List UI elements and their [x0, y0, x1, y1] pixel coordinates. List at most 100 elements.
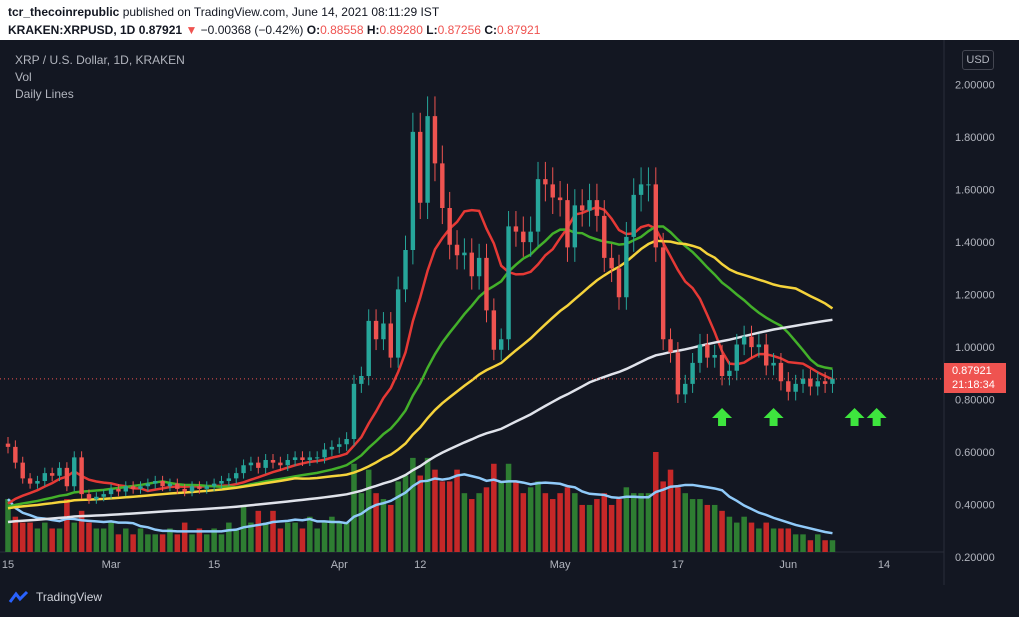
volume-bar [218, 534, 225, 552]
tradingview-logo[interactable]: TradingView [8, 590, 102, 604]
volume-bar [557, 493, 563, 552]
y-tick-label: 1.20000 [955, 290, 995, 302]
volume-bar [800, 534, 806, 552]
x-tick-label: Mar [102, 559, 121, 571]
candle [337, 444, 342, 447]
legend-vol[interactable]: Vol [15, 70, 32, 84]
candle [160, 481, 165, 487]
volume-bar [152, 534, 158, 552]
price-scale[interactable] [944, 40, 1019, 585]
x-tick-label: Apr [331, 559, 348, 571]
volume-bar [704, 504, 711, 552]
candle [727, 370, 732, 376]
volume-bar [829, 540, 836, 552]
ma20-line [7, 205, 833, 505]
y-tick-label: 1.60000 [955, 185, 995, 197]
close-value: 0.87921 [496, 23, 541, 37]
volume-bar [608, 504, 615, 552]
candle [263, 460, 268, 468]
volume-bar [792, 534, 799, 552]
ma100-line [7, 239, 834, 510]
x-tick-label: 15 [2, 559, 14, 571]
candle [484, 257, 489, 311]
volume-bar [667, 469, 674, 552]
candle [300, 457, 305, 460]
candle [432, 116, 438, 164]
candle [594, 200, 600, 216]
volume-bar [27, 522, 33, 552]
legend-daily-lines[interactable]: Daily Lines [15, 87, 74, 101]
volume-bar [491, 463, 497, 552]
footer-bar [0, 585, 1019, 617]
volume-bar [741, 516, 747, 552]
y-tick-label: 0.40000 [955, 500, 995, 512]
volume-bar [469, 499, 475, 552]
currency-button[interactable]: USD [962, 50, 994, 70]
y-tick-label: 0.60000 [955, 447, 995, 459]
volume-bar [697, 499, 703, 552]
volume-bar [277, 528, 284, 552]
volume-bar [373, 493, 379, 552]
volume-bar [682, 493, 689, 552]
candle [344, 439, 349, 445]
volume-bar [343, 522, 350, 552]
price-chart[interactable]: 0.20000 0.40000 0.60000 0.80000 1.00000 1.200… [0, 40, 1019, 585]
volume-bar [189, 534, 195, 552]
candle [197, 486, 202, 489]
candle [499, 339, 504, 350]
candle [749, 336, 754, 348]
candle [381, 323, 386, 340]
volume-bar [660, 481, 666, 552]
candle [719, 355, 725, 376]
publisher-name[interactable]: tcr_thecoinrepublic [8, 5, 120, 19]
up-arrow-icon [763, 408, 784, 426]
x-tick-label: 15 [208, 559, 220, 571]
volume-bar [42, 522, 48, 552]
volume-bar [167, 528, 173, 552]
volume-bar [123, 528, 129, 552]
candle [233, 473, 239, 479]
candle [211, 483, 217, 487]
volume-bar [586, 504, 593, 552]
candle [219, 481, 224, 484]
volume-bar [137, 528, 144, 552]
candle [351, 383, 357, 439]
candle [226, 478, 232, 481]
volume-bar [572, 493, 578, 552]
candle [27, 478, 33, 484]
volume-bar [520, 493, 527, 552]
volume-bar [49, 528, 55, 552]
volume-bar [196, 528, 203, 552]
volume-bar [770, 528, 777, 552]
y-tick-label: 0.20000 [955, 552, 995, 564]
volume-bar [5, 499, 11, 552]
change-value: −0.00368 (−0.42%) [200, 23, 304, 37]
candle [101, 494, 106, 497]
symbol-label: KRAKEN:XRPUSD, 1D [8, 23, 136, 37]
close-label: C: [484, 23, 497, 37]
candle [366, 320, 371, 376]
candle [660, 247, 666, 340]
candle [602, 215, 607, 258]
candle [506, 226, 511, 340]
candle [79, 457, 84, 495]
candle [771, 362, 776, 366]
high-label: H: [366, 23, 380, 37]
candle [307, 457, 313, 460]
candle [830, 378, 835, 384]
y-tick-label: 1.00000 [955, 342, 995, 354]
candle [521, 231, 526, 243]
volume-bar [159, 534, 166, 552]
x-tick-label: 17 [672, 559, 684, 571]
candle [410, 131, 416, 250]
volume-bar [630, 493, 637, 552]
symbol-ohlc-line: KRAKEN:XRPUSD, 1D 0.87921 ▼ −0.00368 (−0… [8, 23, 540, 37]
volume-bar [734, 522, 740, 552]
volume-bar [71, 522, 78, 552]
volume-bar [64, 499, 70, 552]
volume-bar [358, 493, 365, 552]
candle [108, 488, 114, 495]
candle [123, 486, 128, 492]
volume-bar [726, 516, 733, 552]
volume-bar [564, 487, 571, 552]
